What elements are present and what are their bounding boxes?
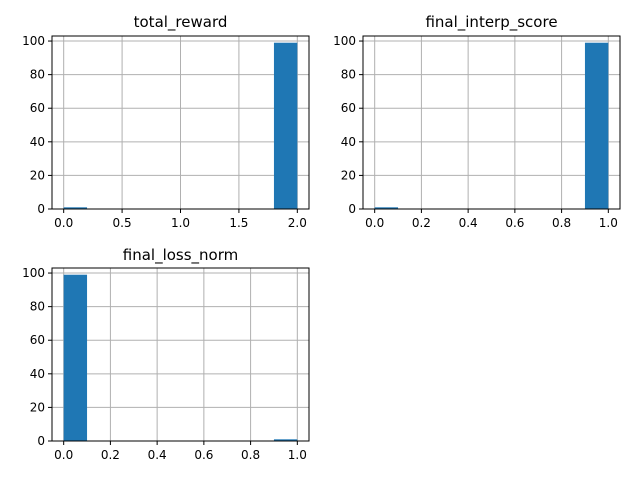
histogram-bars bbox=[374, 42, 609, 209]
x-tick-label: 0.8 bbox=[552, 216, 571, 230]
axes: 0.0 0.2 0.4 0.6 0.8 1.0 0 20 40 60 80 100 bbox=[333, 34, 621, 230]
panel-title: final_loss_norm bbox=[123, 246, 239, 265]
histogram-bar bbox=[273, 439, 298, 441]
axes: 0.0 0.5 1.0 1.5 2.0 0 20 40 60 80 100 bbox=[22, 34, 310, 230]
y-tick-label: 60 bbox=[30, 101, 45, 115]
y-tick-label: 100 bbox=[333, 34, 356, 48]
y-tick-label: 20 bbox=[30, 400, 45, 414]
x-tick-label: 0.8 bbox=[241, 448, 260, 462]
axes-frame bbox=[362, 35, 621, 210]
y-tick-label: 0 bbox=[37, 202, 45, 216]
x-tick-label: 1.0 bbox=[288, 448, 307, 462]
y-tick-label: 40 bbox=[30, 367, 45, 381]
x-tick-label: 1.5 bbox=[229, 216, 248, 230]
y-tick-label: 100 bbox=[22, 266, 45, 280]
panel-final-interp-score: 0.0 0.2 0.4 0.6 0.8 1.0 0 20 40 60 80 100 final_inte… bbox=[333, 13, 621, 230]
histogram-bar bbox=[63, 274, 88, 441]
axes: 0.0 0.2 0.4 0.6 0.8 1.0 0 20 40 60 80 100 bbox=[22, 266, 310, 462]
histogram-bars bbox=[63, 42, 298, 209]
histogram-bar bbox=[63, 207, 88, 209]
y-tick-label: 60 bbox=[30, 333, 45, 347]
y-tick-label: 80 bbox=[341, 68, 356, 82]
histogram-bars bbox=[63, 274, 298, 441]
x-tick-label: 0.6 bbox=[505, 216, 524, 230]
x-tick-label: 0.4 bbox=[459, 216, 478, 230]
y-tick-label: 40 bbox=[30, 135, 45, 149]
y-tick-label: 40 bbox=[341, 135, 356, 149]
x-tick-label: 1.0 bbox=[171, 216, 190, 230]
y-tick-label: 80 bbox=[30, 300, 45, 314]
axes-frame bbox=[51, 267, 310, 442]
x-tick-label: 0.4 bbox=[148, 448, 167, 462]
x-tick-label: 1.0 bbox=[599, 216, 618, 230]
histogram-bar bbox=[374, 207, 399, 209]
x-tick-label: 0.2 bbox=[412, 216, 431, 230]
x-tick-label: 0.0 bbox=[54, 216, 73, 230]
x-tick-label: 0.0 bbox=[365, 216, 384, 230]
histogram-bar bbox=[273, 42, 298, 209]
panel-title: total_reward bbox=[134, 13, 228, 32]
x-tick-label: 0.2 bbox=[101, 448, 120, 462]
x-tick-label: 0.6 bbox=[194, 448, 213, 462]
y-tick-label: 0 bbox=[37, 434, 45, 448]
panel-total-reward: 0.0 0.5 1.0 1.5 2.0 0 20 40 60 80 100 total_reward bbox=[22, 13, 310, 230]
y-tick-label: 0 bbox=[348, 202, 356, 216]
y-tick-label: 80 bbox=[30, 68, 45, 82]
y-tick-label: 20 bbox=[30, 168, 45, 182]
x-tick-label: 2.0 bbox=[288, 216, 307, 230]
y-tick-label: 20 bbox=[341, 168, 356, 182]
y-tick-label: 100 bbox=[22, 34, 45, 48]
histogram-bar bbox=[584, 42, 609, 209]
y-tick-label: 60 bbox=[341, 101, 356, 115]
panel-final-loss-norm: 0.0 0.2 0.4 0.6 0.8 1.0 0 20 40 60 80 100 final_loss… bbox=[22, 246, 310, 462]
x-tick-label: 0.5 bbox=[113, 216, 132, 230]
panel-title: final_interp_score bbox=[425, 13, 557, 32]
x-tick-label: 0.0 bbox=[54, 448, 73, 462]
